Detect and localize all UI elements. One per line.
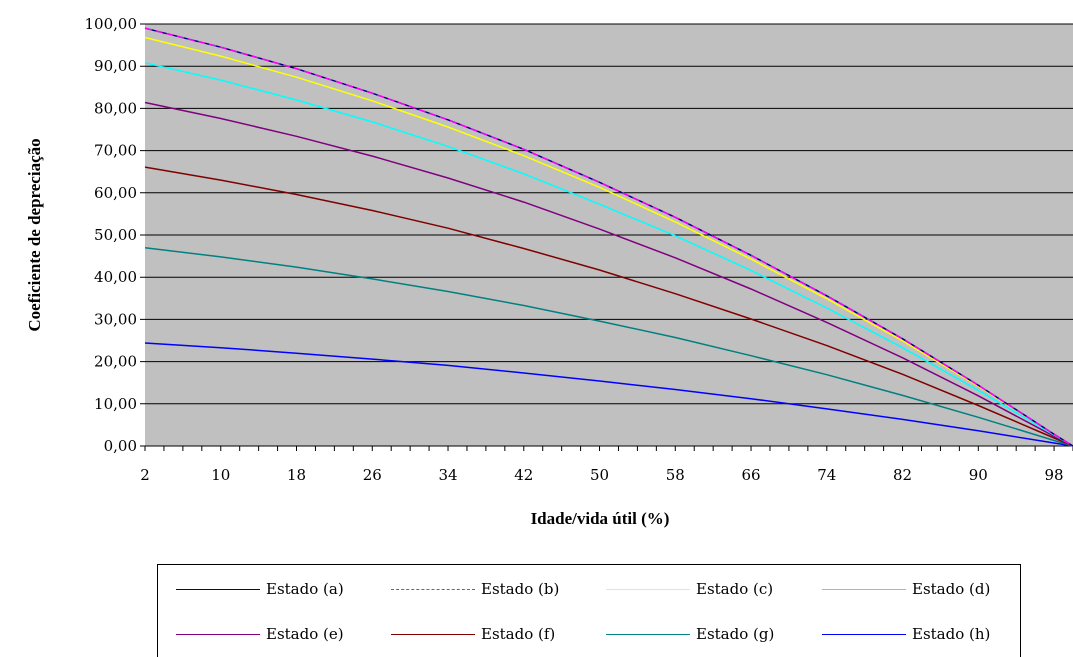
y-tick-label: 90,00 — [94, 57, 137, 75]
y-tick-label: 80,00 — [94, 99, 137, 117]
series-line-estado-h — [144, 342, 1073, 447]
legend-label: Estado (e) — [266, 625, 344, 643]
y-tick-label: 70,00 — [94, 142, 137, 160]
y-tick-label: 0,00 — [104, 437, 137, 455]
x-tick-label: 10 — [211, 466, 230, 484]
legend-label: Estado (f) — [481, 625, 556, 643]
x-tick-label: 66 — [741, 466, 760, 484]
x-tick-label: 18 — [287, 466, 306, 484]
legend-item: Estado (b) — [391, 579, 559, 599]
series-line-estado-d — [144, 62, 1073, 447]
y-tick-labels: 0,00 10,00 20,00 30,00 40,00 50,00 60,00 70,00 8… — [85, 15, 138, 455]
x-tick-label: 34 — [438, 466, 457, 484]
x-tick-label: 74 — [817, 466, 836, 484]
series-line-estado-g — [144, 246, 1073, 447]
legend-label: Estado (c) — [696, 580, 774, 598]
series-line-estado-b — [144, 27, 1073, 447]
y-tick-label: 60,00 — [94, 184, 137, 202]
legend-item: Estado (h) — [822, 624, 990, 644]
legend: Estado (a) Estado (b) Estado (c) Estado (d)… — [157, 564, 1021, 657]
y-tick-label: 40,00 — [94, 268, 137, 286]
legend-item: Estado (a) — [176, 579, 344, 599]
series-line-estado-f — [144, 166, 1073, 447]
x-tick-label: 50 — [590, 466, 609, 484]
legend-label: Estado (d) — [912, 580, 991, 598]
x-tick-label: 58 — [666, 466, 685, 484]
legend-item: Estado (d) — [822, 579, 990, 599]
y-axis-title: Coeficiente de depreciação — [25, 138, 44, 331]
legend-item: Estado (f) — [391, 624, 555, 644]
y-tick-label: 10,00 — [94, 395, 137, 413]
x-tick-label: 26 — [363, 466, 382, 484]
legend-swatch — [606, 588, 690, 590]
x-tick-label: 82 — [893, 466, 912, 484]
x-tick-label: 42 — [514, 466, 533, 484]
series-line-estado-e — [144, 101, 1073, 447]
series-layer — [144, 27, 1073, 447]
legend-item: Estado (c) — [606, 579, 773, 599]
gridlines — [140, 23, 1073, 447]
legend-swatch — [391, 588, 475, 590]
x-tick-label: 90 — [969, 466, 988, 484]
legend-label: Estado (h) — [912, 625, 991, 643]
legend-swatch — [176, 633, 260, 635]
x-tick-label: 98 — [1045, 466, 1064, 484]
legend-item: Estado (g) — [606, 624, 774, 644]
x-tick-marks — [144, 445, 1073, 451]
legend-label: Estado (a) — [266, 580, 344, 598]
legend-swatch — [822, 633, 906, 635]
x-tick-label: 2 — [140, 466, 150, 484]
legend-item: Estado (e) — [176, 624, 344, 644]
y-tick-label: 20,00 — [94, 353, 137, 371]
x-axis-title: Idade/vida útil (%) — [531, 509, 670, 528]
y-tick-label: 100,00 — [85, 15, 138, 33]
y-tick-label: 50,00 — [94, 226, 137, 244]
y-tick-label: 30,00 — [94, 310, 137, 328]
legend-swatch — [176, 588, 260, 590]
series-line-estado-c — [144, 36, 1073, 447]
legend-swatch — [606, 633, 690, 635]
x-tick-labels: 2 10 18 26 34 42 50 58 66 74 82 90 98 — [140, 466, 1063, 484]
legend-swatch — [822, 588, 906, 590]
legend-swatch — [391, 633, 475, 635]
legend-label: Estado (b) — [481, 580, 560, 598]
legend-label: Estado (g) — [696, 625, 775, 643]
